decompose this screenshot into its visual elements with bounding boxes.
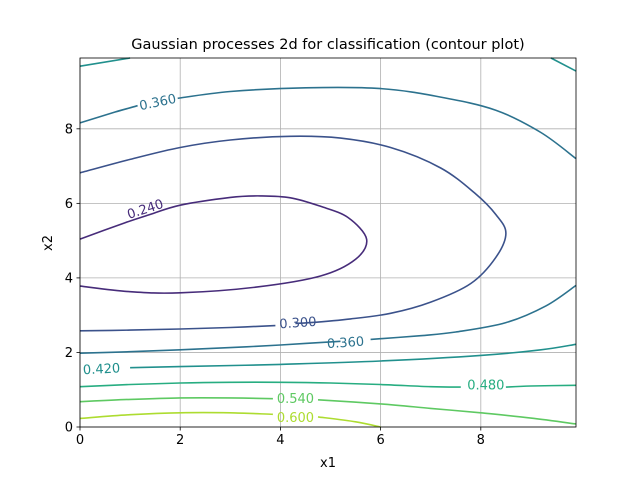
x-tick-label-2: 4 [276,433,284,448]
y-axis-label: x2 [41,235,56,251]
contour-label-0.480-0: 0.480 [467,378,504,393]
contour-line-0.600-0 [79,411,273,420]
contour-line-0.420-2 [130,343,577,369]
contour-label-0.540-0: 0.540 [277,392,314,407]
contour-label-0.420-0: 0.420 [83,361,121,378]
contour-line-0.360-1 [177,86,577,160]
contour-line-0.480-0 [79,381,461,388]
contour-label-0.600-0: 0.600 [277,411,314,426]
contour-line-0.300-1 [79,324,276,332]
contour-line-0.240-0 [79,195,368,294]
x-tick-label-0: 0 [76,433,84,448]
contour-line-0.480-1 [505,384,577,388]
contour-line-0.540-0 [79,396,273,403]
x-tick-label-1: 2 [176,433,184,448]
contour-line-0.540-1 [317,399,577,425]
contour-line-0.420-1 [550,57,577,72]
y-tick-label-2: 4 [65,271,73,286]
y-tick-label-4: 8 [65,122,73,137]
contour-line-0.300-0 [79,135,507,325]
x-tick-label-4: 8 [477,433,485,448]
plot-frame [79,57,577,428]
contour-line-0.360-3 [79,340,341,354]
x-tick-label-3: 6 [376,433,384,448]
contour-label-0.300-0: 0.300 [279,315,317,333]
y-tick-label-0: 0 [65,421,73,436]
contour-label-0.360-1: 0.360 [327,335,365,353]
contour-line-0.360-0 [79,104,138,124]
y-tick-label-1: 2 [65,346,73,361]
contour-line-0.420-0 [79,57,131,67]
contour-line-0.360-2 [370,284,577,341]
chart-title: Gaussian processes 2d for classification… [131,37,524,53]
x-axis-label: x1 [320,456,336,471]
contour-lines [79,57,577,428]
y-tick-label-3: 6 [65,197,73,212]
contour-line-0.600-1 [317,416,381,428]
axis-ticks: 0 2 4 6 8 0 2 4 6 8 [65,122,485,448]
